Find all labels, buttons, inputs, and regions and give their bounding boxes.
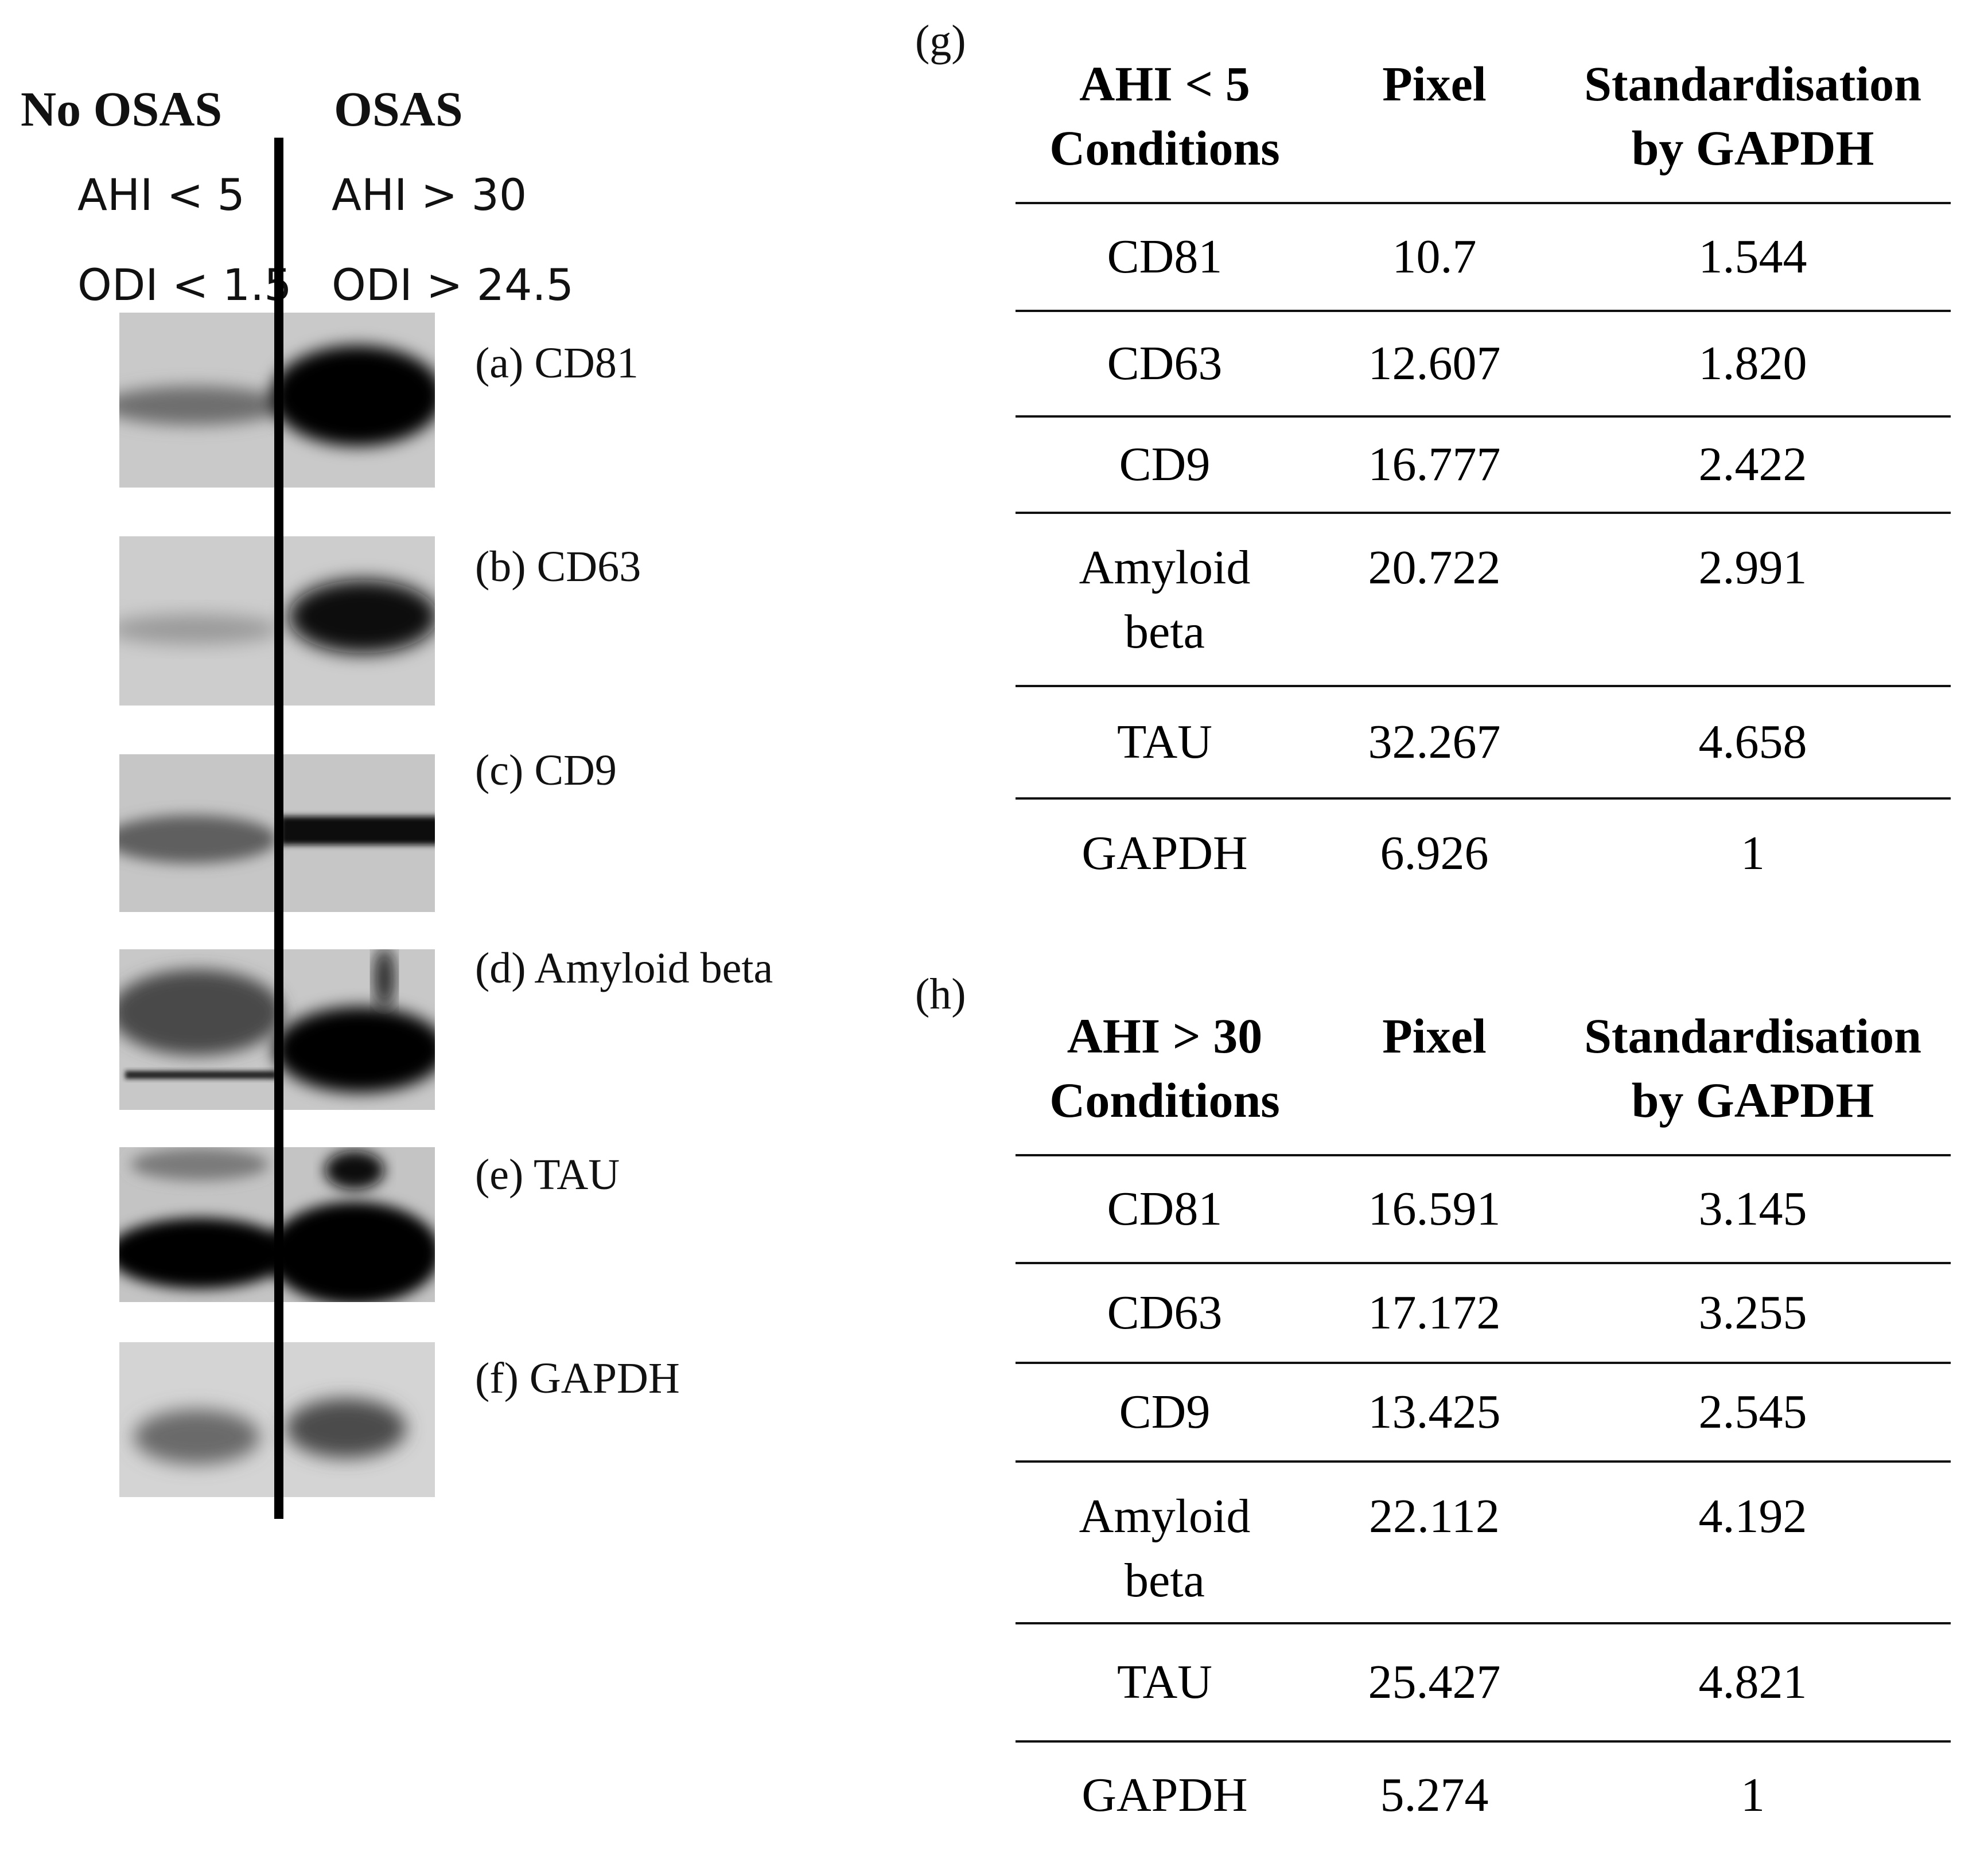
- osas-odi: ODI > 24.5: [332, 259, 574, 310]
- no-osas-header: No OSAS: [21, 81, 223, 137]
- table-g-cell-condition: Amyloid beta: [1016, 513, 1314, 687]
- table-h-cell-standardisation: 4.192: [1555, 1462, 1951, 1624]
- table-row: Amyloid beta 22.112 4.192: [1016, 1462, 1951, 1624]
- table-row: CD81 16.591 3.145: [1016, 1155, 1951, 1264]
- table-g-cell-standardisation: 1.820: [1555, 311, 1951, 418]
- table-row: Amyloid beta 20.722 2.991: [1016, 513, 1951, 687]
- table-row: TAU 25.427 4.821: [1016, 1623, 1951, 1743]
- blot-label-amyloid-beta: (d) Amyloid beta: [475, 944, 773, 992]
- table-h-cell-condition: CD81: [1016, 1155, 1314, 1264]
- table-g-cell-condition: CD9: [1016, 416, 1314, 514]
- table-g-cell-pixel: 10.7: [1314, 203, 1555, 312]
- table-row: GAPDH 5.274 1: [1016, 1741, 1951, 1848]
- table-g-cell-condition: CD81: [1016, 203, 1314, 312]
- table-g-cell-pixel: 6.926: [1380, 827, 1489, 880]
- table-g-header-row: AHI < 5 Conditions Pixel Standardisation…: [1016, 40, 1951, 204]
- table-g-panel-label: (g): [915, 17, 966, 65]
- table-row: GAPDH 6.926 1: [1016, 798, 1951, 907]
- table-h-header-row: AHI > 30 Conditions Pixel Standardisatio…: [1016, 992, 1951, 1156]
- no-osas-ahi: AHI < 5: [77, 169, 245, 220]
- osas-ahi: AHI > 30: [332, 169, 527, 220]
- blot-label-cd63: (b) CD63: [475, 543, 641, 591]
- table-row: CD63 17.172 3.255: [1016, 1263, 1951, 1364]
- table-g-cell-standardisation: 1: [1741, 827, 1765, 880]
- table-h-header-standardisation: Standardisation by GAPDH: [1555, 992, 1951, 1156]
- table-g-cell-pixel: 12.607: [1314, 311, 1555, 418]
- table-h-cell-condition: CD9: [1016, 1363, 1314, 1463]
- table-g-header-standardisation: Standardisation by GAPDH: [1555, 40, 1951, 204]
- table-h-cell-pixel: 13.425: [1314, 1363, 1555, 1463]
- table-h: AHI > 30 Conditions Pixel Standardisatio…: [1016, 992, 1951, 1848]
- table-h-cell-pixel: 16.591: [1314, 1155, 1555, 1264]
- table-g-header-pixel: Pixel: [1314, 40, 1555, 204]
- blot-label-cd9: (c) CD9: [475, 746, 617, 794]
- table-h-cell-condition: TAU: [1016, 1623, 1314, 1743]
- table-g-cell-condition: GAPDH: [1081, 827, 1248, 880]
- table-g-cell-pixel: 20.722: [1314, 513, 1555, 687]
- table-h-header-conditions: AHI > 30 Conditions: [1016, 992, 1314, 1156]
- table-h-cell-standardisation: 4.821: [1555, 1623, 1951, 1743]
- table-g-cell-condition: TAU: [1016, 686, 1314, 800]
- table-g: AHI < 5 Conditions Pixel Standardisation…: [1016, 40, 1951, 907]
- table-g-cell-condition: CD63: [1016, 311, 1314, 418]
- table-h-cell-standardisation: 3.255: [1555, 1263, 1951, 1364]
- table-g-cell-pixel: 32.267: [1314, 686, 1555, 800]
- table-h-panel-label: (h): [915, 970, 966, 1018]
- table-row: CD81 10.7 1.544: [1016, 203, 1951, 312]
- osas-header: OSAS: [334, 81, 463, 137]
- table-h-cell-standardisation: 2.545: [1555, 1363, 1951, 1463]
- lane-divider: [274, 138, 283, 1519]
- table-g-cell-standardisation: 4.658: [1555, 686, 1951, 800]
- no-osas-odi: ODI < 1.5: [77, 259, 292, 310]
- table-row: CD9 16.777 2.422: [1016, 416, 1951, 514]
- table-h-cell-condition: GAPDH: [1081, 1768, 1248, 1822]
- table-h-cell-pixel: 5.274: [1380, 1768, 1489, 1822]
- table-h-cell-pixel: 22.112: [1314, 1462, 1555, 1624]
- table-h-cell-pixel: 25.427: [1314, 1623, 1555, 1743]
- blot-label-tau: (e) TAU: [475, 1151, 620, 1199]
- table-g-cell-standardisation: 1.544: [1555, 203, 1951, 312]
- table-row: CD9 13.425 2.545: [1016, 1363, 1951, 1463]
- table-h-cell-pixel: 17.172: [1314, 1263, 1555, 1364]
- blot-label-gapdh: (f) GAPDH: [475, 1354, 680, 1402]
- table-g-cell-standardisation: 2.422: [1555, 416, 1951, 514]
- table-g-cell-standardisation: 2.991: [1555, 513, 1951, 687]
- table-h-header-pixel: Pixel: [1314, 992, 1555, 1156]
- table-g-cell-pixel: 16.777: [1314, 416, 1555, 514]
- blot-label-cd81: (a) CD81: [475, 339, 639, 387]
- table-row: CD63 12.607 1.820: [1016, 311, 1951, 418]
- table-h-cell-standardisation: 3.145: [1555, 1155, 1951, 1264]
- table-h-cell-condition: CD63: [1016, 1263, 1314, 1364]
- table-row: TAU 32.267 4.658: [1016, 686, 1951, 800]
- table-h-cell-condition: Amyloid beta: [1016, 1462, 1314, 1624]
- table-h-cell-standardisation: 1: [1741, 1768, 1765, 1822]
- table-g-header-conditions: AHI < 5 Conditions: [1016, 40, 1314, 204]
